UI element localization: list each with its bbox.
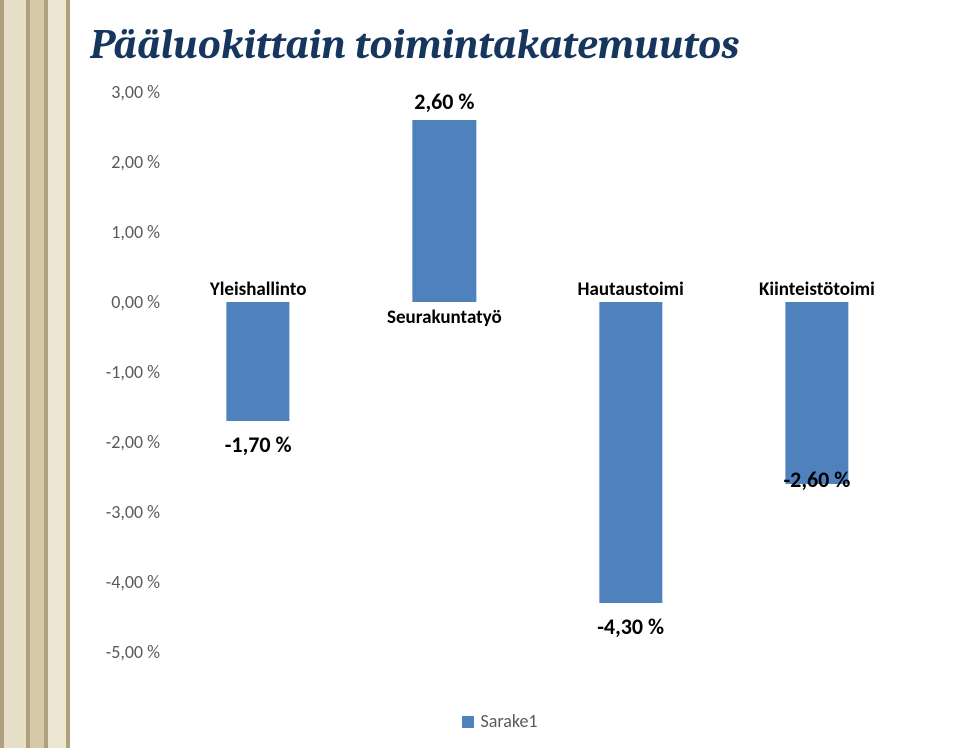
category-label: Yleishallinto [210, 278, 307, 301]
y-tick-label: -3,00 % [90, 501, 160, 523]
chart-legend: Sarake1 [90, 710, 910, 732]
legend-label: Sarake1 [480, 710, 537, 732]
value-label: -2,60 % [783, 466, 850, 493]
category-label: Hautaustoimi [577, 278, 683, 301]
y-tick-label: -4,00 % [90, 571, 160, 593]
y-tick-label: 0,00 % [90, 291, 160, 313]
chart-plot-area: Yleishallinto-1,70 %Seurakuntatyö2,60 %H… [165, 92, 910, 652]
y-tick-label: -2,00 % [90, 431, 160, 453]
legend-swatch [462, 716, 474, 728]
chart: Yleishallinto-1,70 %Seurakuntatyö2,60 %H… [90, 92, 910, 732]
value-label: -4,30 % [597, 613, 664, 640]
deco-stripe [4, 0, 26, 748]
y-tick-label: 3,00 % [90, 81, 160, 103]
value-label: -1,70 % [225, 431, 292, 458]
category-label: Kiinteistötoimi [759, 278, 875, 301]
deco-stripe [66, 0, 70, 748]
y-tick-label: -5,00 % [90, 641, 160, 663]
y-tick-label: -1,00 % [90, 361, 160, 383]
value-label: 2,60 % [414, 88, 474, 115]
deco-stripe [48, 0, 66, 748]
bar [785, 302, 848, 484]
bar [226, 302, 289, 421]
bar [413, 120, 476, 302]
y-tick-label: 2,00 % [90, 151, 160, 173]
category-label: Seurakuntatyö [387, 306, 502, 329]
left-decoration [0, 0, 70, 748]
y-tick-label: 1,00 % [90, 221, 160, 243]
slide: Pääluokittain toimintakatemuutos Yleisha… [0, 0, 960, 748]
deco-stripe [30, 0, 44, 748]
page-title: Pääluokittain toimintakatemuutos [90, 20, 739, 69]
bar [599, 302, 662, 603]
